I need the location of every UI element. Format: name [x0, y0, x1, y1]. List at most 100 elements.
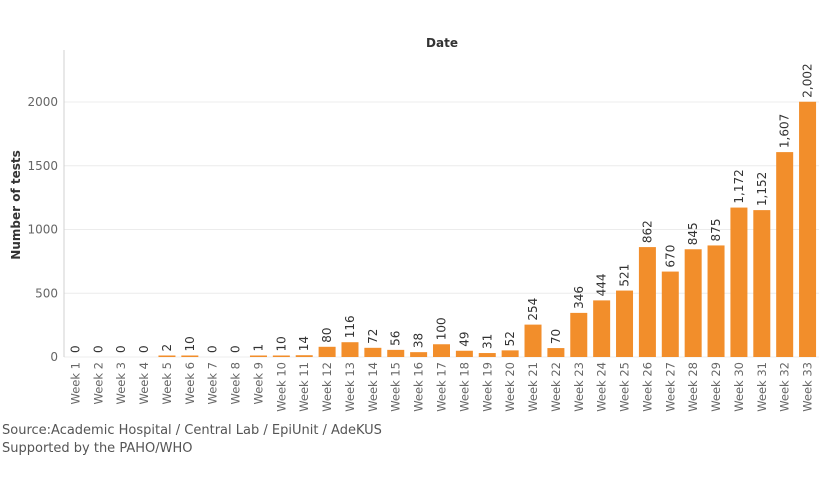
bar [433, 344, 450, 357]
x-tick-label: Week 26 [640, 362, 654, 412]
data-label: 116 [343, 315, 357, 338]
data-label: 862 [640, 220, 654, 243]
x-tick-label: Week 14 [366, 362, 380, 412]
x-tick-label: Week 33 [801, 362, 815, 412]
x-tick-label: Week 8 [229, 362, 243, 404]
data-label: 80 [320, 328, 334, 343]
bar [799, 101, 817, 358]
data-label: 10 [183, 336, 197, 351]
x-tick-label: Week 10 [274, 362, 288, 412]
data-label: 521 [618, 264, 632, 287]
x-tick-label: Week 18 [457, 362, 471, 412]
x-tick-label: Week 12 [320, 362, 334, 412]
x-tick-label: Week 2 [91, 362, 105, 404]
data-label: 845 [686, 222, 700, 245]
y-tick-label: 1000 [27, 223, 58, 237]
bar [616, 290, 634, 357]
data-label: 254 [526, 298, 540, 321]
y-tick-label: 500 [35, 286, 58, 300]
bar [272, 355, 290, 357]
data-label: 72 [366, 329, 380, 344]
bar [249, 355, 267, 357]
data-label: 1,607 [778, 114, 792, 148]
data-label: 0 [137, 345, 151, 353]
y-axis-label: Number of tests [9, 150, 23, 259]
x-tick-label: Week 24 [595, 362, 609, 412]
data-label: 0 [91, 345, 105, 353]
data-label: 2 [160, 344, 174, 352]
x-tick-label: Week 29 [709, 362, 723, 412]
bar [730, 207, 748, 357]
bar [753, 210, 771, 357]
x-tick-label: Week 27 [663, 362, 677, 412]
data-label: 38 [412, 333, 426, 348]
source-note: Source:Academic Hospital / Central Lab /… [2, 422, 382, 458]
bar [776, 152, 794, 357]
data-label: 1,172 [732, 169, 746, 203]
data-label: 52 [503, 331, 517, 346]
x-tick-label: Week 28 [686, 362, 700, 412]
data-label: 0 [68, 345, 82, 353]
data-label: 0 [229, 345, 243, 353]
bar [638, 247, 656, 357]
bar [684, 249, 702, 357]
data-label: 444 [595, 273, 609, 296]
data-label: 70 [549, 329, 563, 344]
bar [547, 348, 565, 357]
data-label: 1,152 [755, 172, 769, 206]
bar [524, 324, 542, 357]
bar [661, 271, 679, 357]
bar [364, 347, 382, 357]
bar [387, 349, 405, 357]
support-line: Supported by the PAHO/WHO [2, 441, 193, 456]
x-tick-label: Week 31 [755, 362, 769, 412]
bar [410, 352, 428, 357]
x-tick-label: Week 23 [572, 362, 586, 412]
x-tick-label: Week 21 [526, 362, 540, 412]
x-tick-label: Week 25 [618, 362, 632, 412]
bar [707, 245, 725, 357]
bar [341, 342, 359, 357]
y-tick-label: 0 [50, 350, 58, 364]
bar [478, 353, 496, 357]
source-line: Source:Academic Hospital / Central Lab /… [2, 423, 382, 438]
data-label: 1 [251, 344, 265, 352]
y-tick-label: 1500 [27, 159, 58, 173]
chart-title: Date [426, 36, 458, 50]
data-label: 875 [709, 219, 723, 242]
bar [593, 300, 611, 357]
bar [501, 350, 519, 357]
data-label: 2,002 [801, 63, 815, 97]
bar [318, 346, 336, 357]
x-axis: Week 1 Week 2 Week 3 Week 4 Week 5 Week 6 Week… [68, 362, 814, 412]
x-tick-label: Week 5 [160, 362, 174, 404]
x-tick-label: Week 7 [206, 362, 220, 404]
x-tick-label: Week 17 [435, 362, 449, 412]
data-label: 0 [206, 345, 220, 353]
x-tick-label: Week 4 [137, 362, 151, 404]
bars [158, 101, 817, 358]
data-label: 346 [572, 286, 586, 309]
data-label: 10 [274, 336, 288, 351]
x-tick-label: Week 13 [343, 362, 357, 412]
x-tick-label: Week 3 [114, 362, 128, 404]
data-label: 14 [297, 336, 311, 351]
bar [181, 355, 199, 357]
bar [158, 355, 176, 357]
x-tick-label: Week 30 [732, 362, 746, 412]
x-tick-label: Week 6 [183, 362, 197, 404]
data-label: 56 [389, 331, 403, 346]
bar [295, 355, 313, 357]
x-tick-label: Week 11 [297, 362, 311, 412]
data-label: 670 [663, 245, 677, 268]
y-tick-label: 2000 [27, 95, 58, 109]
x-tick-label: Week 16 [412, 362, 426, 412]
bar [570, 312, 588, 357]
data-label: 31 [480, 334, 494, 349]
x-tick-label: Week 22 [549, 362, 563, 412]
x-tick-label: Week 20 [503, 362, 517, 412]
bar [455, 350, 473, 357]
data-label: 0 [114, 345, 128, 353]
x-tick-label: Week 1 [68, 362, 82, 404]
